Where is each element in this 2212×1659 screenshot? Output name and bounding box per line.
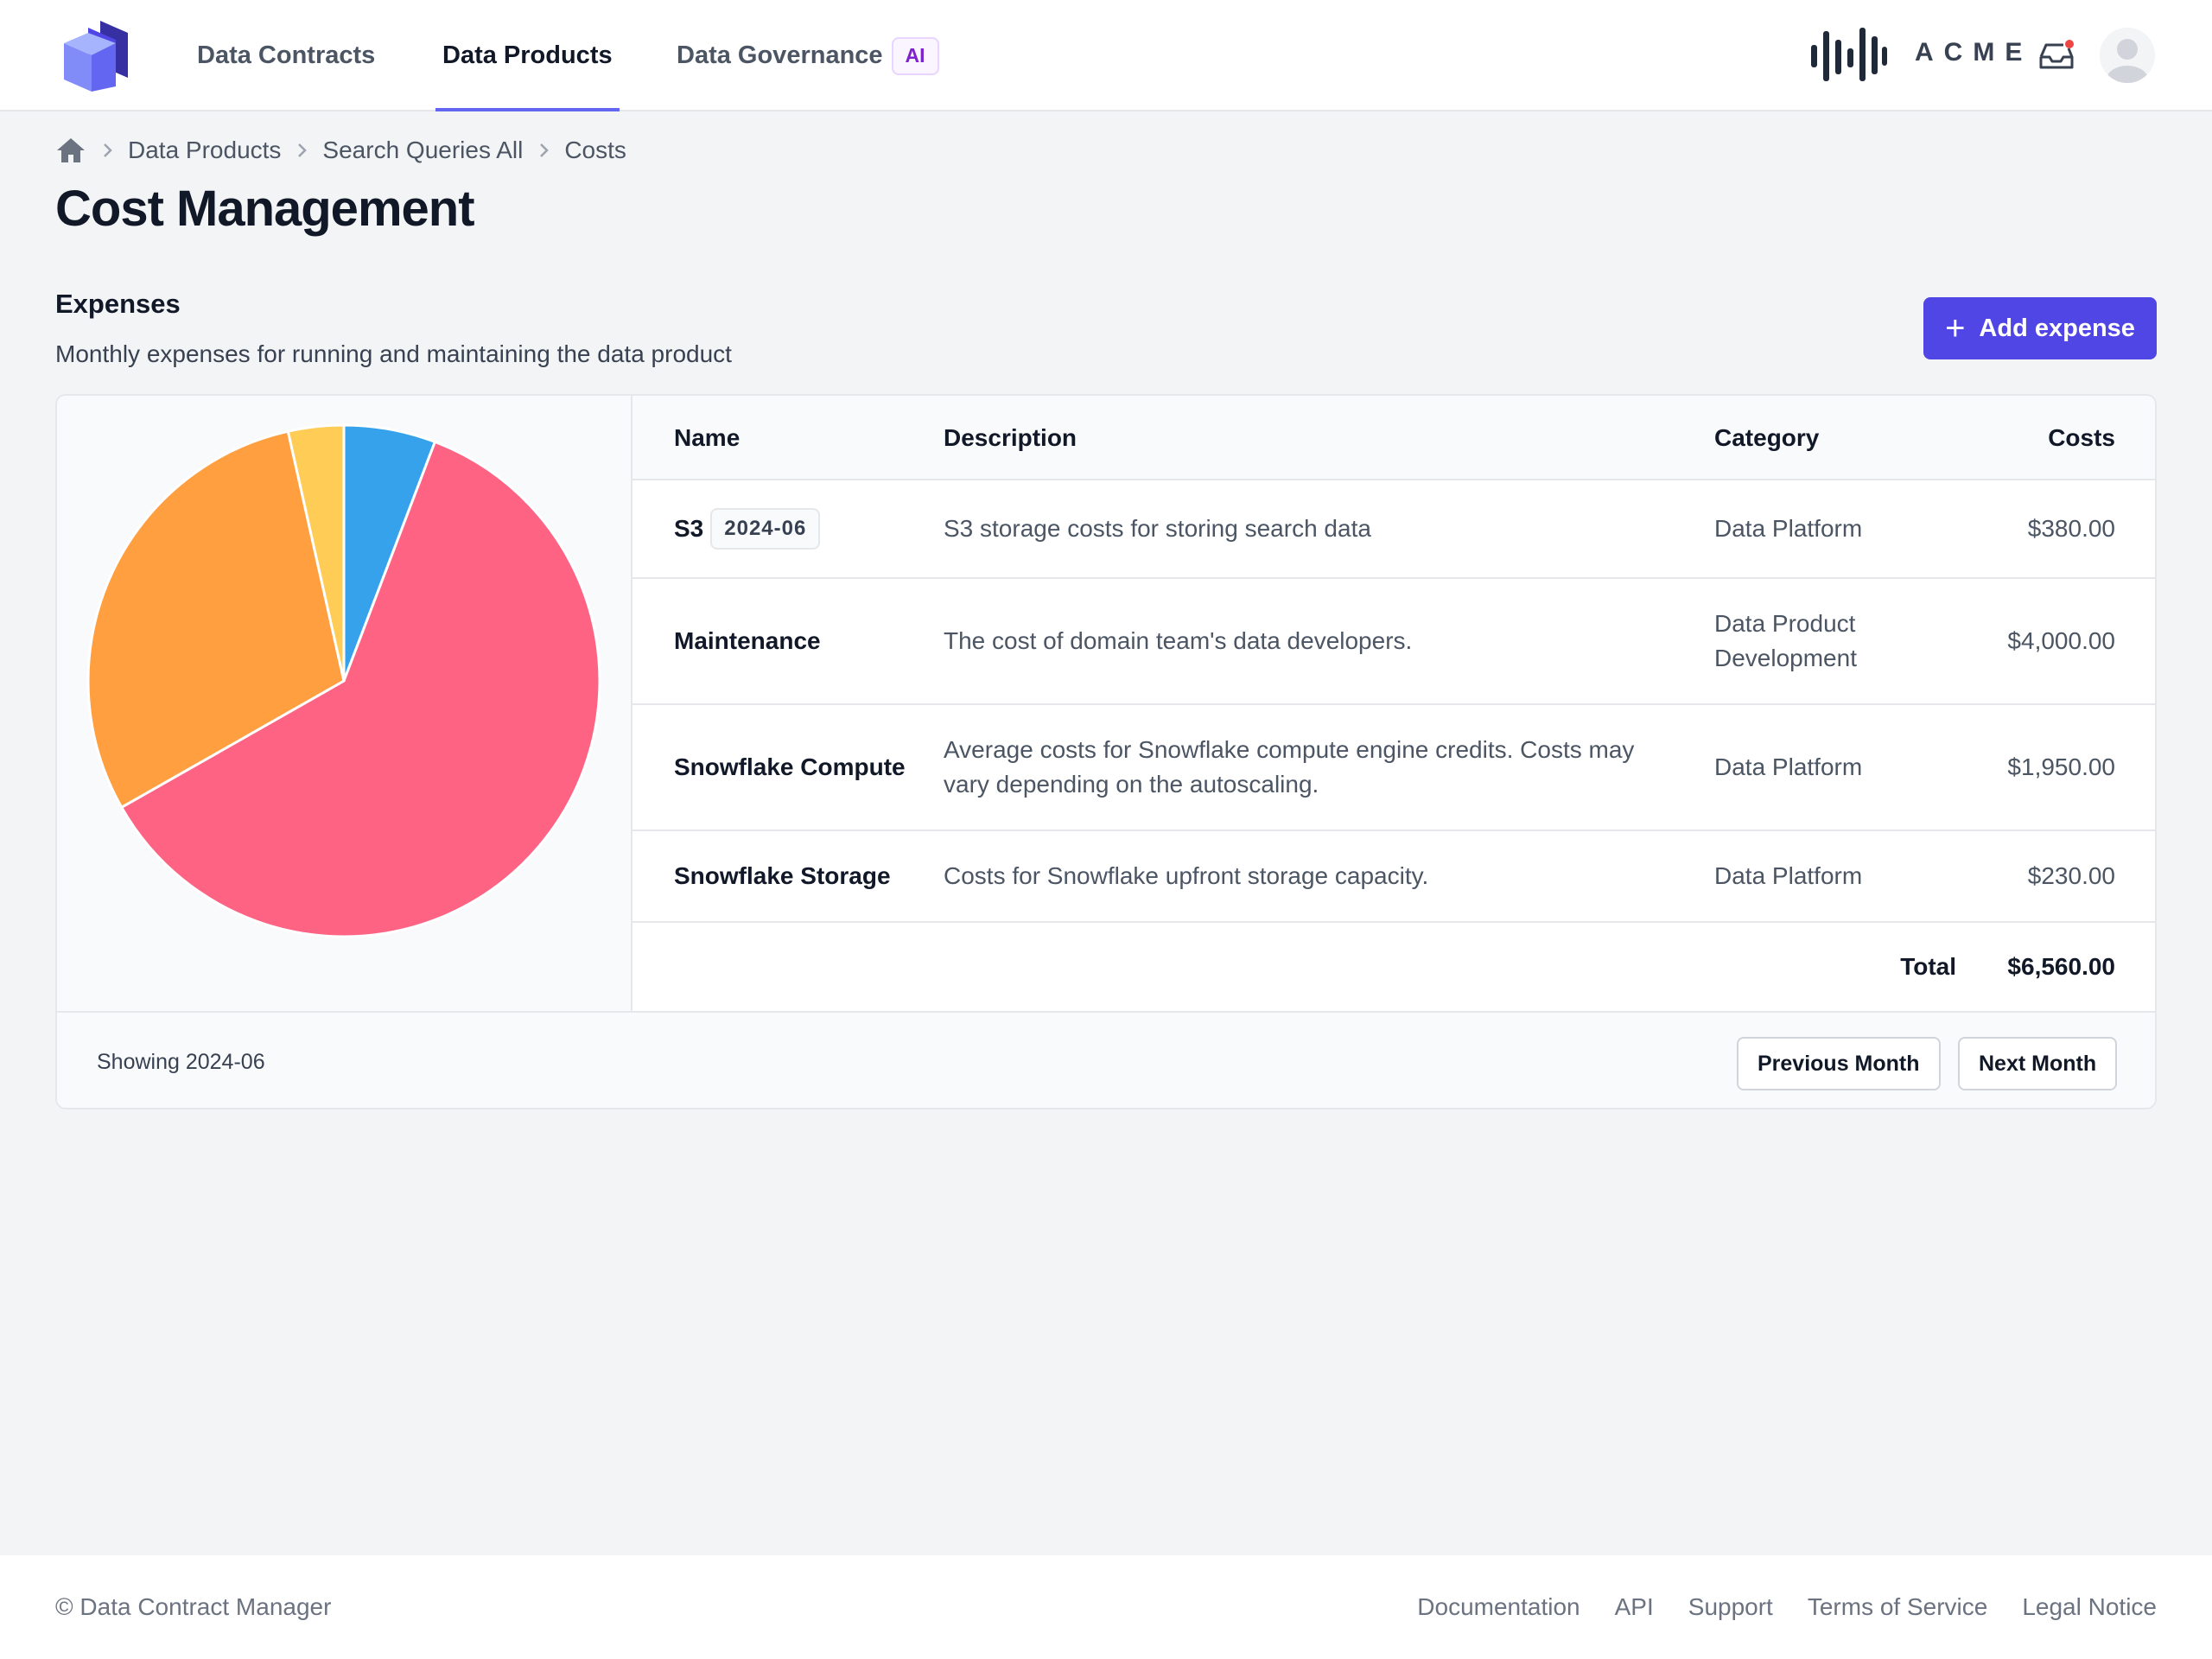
showing-period: Showing 2024-06 xyxy=(97,1049,265,1074)
header-category: Category xyxy=(1714,424,1820,451)
row-cost: $230.00 xyxy=(2027,862,2115,889)
copyright: © Data Contract Manager xyxy=(55,1593,332,1620)
row-description: Average costs for Snowflake compute engi… xyxy=(944,736,1635,798)
footer-link-documentation[interactable]: Documentation xyxy=(1417,1593,1580,1620)
section-description: Monthly expenses for running and maintai… xyxy=(55,340,732,367)
chevron-right-icon xyxy=(104,143,112,157)
row-category: Data Platform xyxy=(1714,753,1863,780)
row-category: Data Product Development xyxy=(1714,610,1857,671)
top-navigation: Data Contracts Data Products Data Govern… xyxy=(0,0,2212,111)
expenses-pie-chart xyxy=(86,423,601,938)
tab-label: Data Governance xyxy=(677,41,883,69)
total-row: Total $6,560.00 xyxy=(632,923,2155,1011)
row-cost: $4,000.00 xyxy=(2007,627,2115,654)
table-row[interactable]: S3 2024-06 S3 storage costs for storing … xyxy=(632,480,2155,579)
notification-dot xyxy=(2065,40,2074,48)
breadcrumb: Data Products Search Queries All Costs xyxy=(55,133,626,168)
breadcrumb-data-products[interactable]: Data Products xyxy=(128,137,282,163)
row-name: Snowflake Storage xyxy=(674,862,891,889)
acme-logo-icon xyxy=(1811,28,1887,81)
inbox-icon[interactable] xyxy=(2037,38,2075,73)
acme-logo-text: ACME xyxy=(1915,38,2033,67)
home-icon[interactable] xyxy=(55,137,86,164)
row-category: Data Platform xyxy=(1714,515,1863,542)
expenses-card: Name Description Category Costs S3 2024-… xyxy=(55,394,2157,1109)
ai-badge: AI xyxy=(891,36,939,75)
section-title: Expenses xyxy=(55,289,181,319)
app-logo-icon[interactable] xyxy=(59,17,133,93)
row-name: Snowflake Compute xyxy=(674,753,906,780)
add-expense-button[interactable]: + Add expense xyxy=(1923,297,2157,359)
total-value: $6,560.00 xyxy=(2007,953,2115,980)
header-description: Description xyxy=(944,424,1077,451)
table-row[interactable]: Snowflake Storage Costs for Snowflake up… xyxy=(632,831,2155,923)
row-description: The cost of domain team's data developer… xyxy=(944,627,1413,654)
row-category: Data Platform xyxy=(1714,862,1863,889)
plus-icon: + xyxy=(1945,309,1966,347)
tab-data-contracts[interactable]: Data Contracts xyxy=(197,0,375,111)
row-description: S3 storage costs for storing search data xyxy=(944,515,1371,542)
user-avatar-icon[interactable] xyxy=(2100,28,2155,83)
footer-link-api[interactable]: API xyxy=(1614,1593,1654,1620)
chevron-right-icon xyxy=(540,143,550,157)
row-description: Costs for Snowflake upfront storage capa… xyxy=(944,862,1429,889)
tab-label: Data Products xyxy=(442,41,613,69)
pie-slice-maintenance[interactable] xyxy=(119,440,601,938)
table-row[interactable]: Snowflake Compute Average costs for Snow… xyxy=(632,705,2155,831)
row-name: S3 2024-06 xyxy=(674,480,821,577)
row-name-text: S3 xyxy=(674,515,704,542)
table-header: Name Description Category Costs xyxy=(632,396,2155,480)
footer-links: Documentation API Support Terms of Servi… xyxy=(1382,1555,2157,1659)
tab-data-products[interactable]: Data Products xyxy=(435,0,620,111)
header-costs: Costs xyxy=(2048,424,2115,451)
row-cost: $1,950.00 xyxy=(2007,753,2115,780)
row-cost: $380.00 xyxy=(2027,515,2115,542)
footer-link-legal[interactable]: Legal Notice xyxy=(2022,1593,2157,1620)
page-title: Cost Management xyxy=(55,181,475,237)
page-footer: © Data Contract Manager Documentation AP… xyxy=(0,1555,2212,1659)
breadcrumb-costs[interactable]: Costs xyxy=(564,137,626,163)
active-tab-indicator xyxy=(435,108,620,111)
tab-label: Data Contracts xyxy=(197,41,376,69)
add-expense-label: Add expense xyxy=(1979,314,2135,342)
tab-data-governance[interactable]: Data Governance AI xyxy=(677,0,939,111)
pie-chart-pane xyxy=(57,396,632,1011)
pie-slice-snowflake-compute[interactable] xyxy=(86,429,346,810)
footer-link-terms[interactable]: Terms of Service xyxy=(1807,1593,1988,1620)
card-footer: Showing 2024-06 Previous Month Next Mont… xyxy=(57,1011,2155,1108)
footer-link-support[interactable]: Support xyxy=(1688,1593,1773,1620)
period-badge: 2024-06 xyxy=(710,508,821,550)
row-name: Maintenance xyxy=(674,627,821,654)
header-name: Name xyxy=(674,424,741,451)
chevron-right-icon xyxy=(298,143,308,157)
next-month-button[interactable]: Next Month xyxy=(1958,1037,2118,1090)
pie-slice-snowflake-storage[interactable] xyxy=(286,423,346,682)
expenses-table: Name Description Category Costs S3 2024-… xyxy=(632,396,2155,1011)
table-row[interactable]: Maintenance The cost of domain team's da… xyxy=(632,579,2155,705)
breadcrumb-search-queries[interactable]: Search Queries All xyxy=(322,137,524,163)
previous-month-button[interactable]: Previous Month xyxy=(1737,1037,1941,1090)
total-label: Total xyxy=(1900,953,1956,980)
